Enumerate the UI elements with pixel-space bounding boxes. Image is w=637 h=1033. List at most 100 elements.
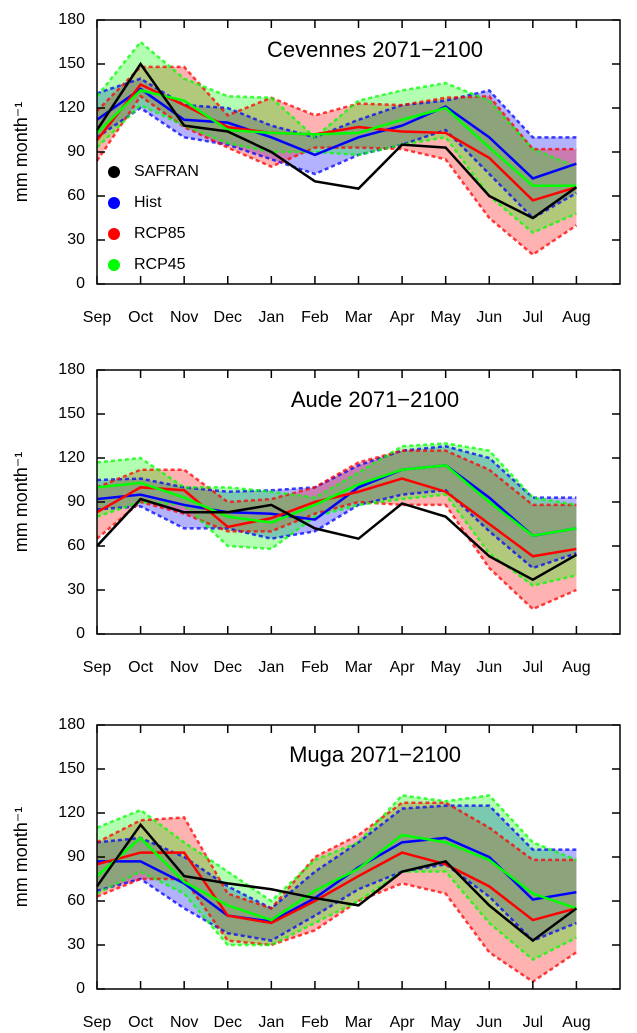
- series-line: [95, 61, 578, 220]
- x-tick-label: Feb: [301, 1014, 329, 1031]
- x-tick-label: Nov: [170, 659, 198, 676]
- band-edge: [96, 877, 578, 984]
- y-tick-label: 150: [58, 405, 85, 422]
- y-tick-label: 120: [58, 99, 85, 116]
- x-tick-label: May: [431, 1014, 461, 1031]
- x-tick-label: May: [431, 659, 461, 676]
- series-line: [96, 851, 577, 925]
- band-edge: [96, 103, 577, 235]
- band-edge: [96, 794, 577, 903]
- y-tick-label: 120: [58, 449, 85, 466]
- band-edge: [96, 493, 577, 587]
- y-tick-label: 90: [67, 143, 85, 160]
- band-edge: [96, 801, 577, 910]
- x-tick-label: Nov: [170, 1014, 198, 1031]
- y-axis-label: mm month⁻¹: [11, 452, 31, 553]
- series-line: [96, 497, 578, 582]
- chart-title: Cevennes 2071−2100: [267, 37, 483, 62]
- x-tick-label: Jan: [258, 309, 284, 326]
- band-edge: [96, 65, 577, 151]
- legend-label: SAFRAN: [134, 163, 199, 180]
- y-tick-label: 0: [76, 980, 85, 997]
- x-tick-label: Mar: [345, 1014, 373, 1031]
- y-tick-label: 30: [67, 581, 85, 598]
- x-tick-label: Sep: [83, 309, 112, 326]
- y-tick-label: 60: [67, 537, 85, 554]
- y-tick-label: 180: [58, 716, 85, 733]
- x-tick-label: Mar: [345, 659, 373, 676]
- x-tick-label: Jun: [476, 659, 502, 676]
- x-tick-label: Jul: [523, 309, 543, 326]
- x-tick-label: Oct: [128, 659, 153, 676]
- x-tick-label: Feb: [301, 659, 329, 676]
- x-tick-label: Sep: [83, 659, 112, 676]
- x-tick-label: Jan: [258, 659, 284, 676]
- y-tick-label: 0: [76, 625, 85, 642]
- x-tick-label: Apr: [390, 309, 416, 326]
- y-tick-label: 180: [58, 11, 85, 28]
- x-tick-label: Jul: [523, 1014, 543, 1031]
- y-tick-label: 90: [67, 493, 85, 510]
- legend-marker: [108, 197, 120, 209]
- y-tick-label: 120: [58, 804, 85, 821]
- x-tick-label: Dec: [214, 309, 242, 326]
- y-tick-label: 60: [67, 187, 85, 204]
- x-tick-label: Apr: [390, 1014, 416, 1031]
- legend-label: RCP85: [134, 225, 186, 242]
- y-tick-label: 180: [58, 361, 85, 378]
- series-line: [96, 477, 577, 558]
- band-edge: [96, 870, 577, 962]
- range-band: [97, 795, 577, 960]
- x-tick-label: Apr: [390, 659, 416, 676]
- y-tick-label: 30: [67, 936, 85, 953]
- x-tick-label: Dec: [214, 1014, 242, 1031]
- band-edge: [96, 444, 577, 499]
- x-tick-label: Feb: [301, 309, 329, 326]
- x-tick-label: Sep: [83, 1014, 112, 1031]
- x-tick-label: Aug: [562, 309, 590, 326]
- x-tick-label: Dec: [214, 659, 242, 676]
- band-edge: [96, 500, 577, 611]
- band-edge: [96, 488, 577, 570]
- y-tick-label: 150: [58, 55, 85, 72]
- band-edge: [96, 106, 578, 220]
- band-edge: [96, 449, 577, 507]
- series-line: [95, 822, 578, 943]
- x-tick-label: Mar: [345, 309, 373, 326]
- y-tick-label: 150: [58, 760, 85, 777]
- chart-title: Aude 2071−2100: [291, 387, 459, 412]
- legend-marker: [108, 228, 120, 240]
- x-tick-label: Oct: [128, 1014, 153, 1031]
- legend-marker: [108, 259, 120, 271]
- band-edge: [96, 40, 577, 168]
- y-tick-label: 0: [76, 275, 85, 292]
- legend-marker: [108, 166, 120, 178]
- x-tick-label: Nov: [170, 309, 198, 326]
- x-tick-label: Aug: [562, 659, 590, 676]
- range-band: [97, 443, 577, 586]
- legend-label: RCP45: [134, 256, 186, 273]
- series-line: [96, 833, 577, 922]
- band-edge: [96, 804, 577, 910]
- band-edge: [96, 442, 577, 507]
- x-tick-label: Jun: [476, 1014, 502, 1031]
- y-tick-label: 30: [67, 231, 85, 248]
- y-axis-label: mm month⁻¹: [11, 807, 31, 908]
- x-tick-label: Oct: [128, 309, 153, 326]
- series-line: [96, 82, 577, 202]
- range-band: [97, 42, 577, 233]
- series-line: [96, 464, 577, 538]
- y-axis-label: mm month⁻¹: [11, 102, 31, 203]
- series-line: [96, 464, 577, 538]
- series-line: [96, 89, 577, 187]
- y-tick-label: 90: [67, 848, 85, 865]
- x-tick-label: Jul: [523, 659, 543, 676]
- y-tick-label: 60: [67, 892, 85, 909]
- range-band: [97, 450, 577, 610]
- x-tick-label: Jun: [476, 309, 502, 326]
- legend-label: Hist: [134, 194, 162, 211]
- x-tick-label: Jan: [258, 1014, 284, 1031]
- x-tick-label: May: [431, 309, 461, 326]
